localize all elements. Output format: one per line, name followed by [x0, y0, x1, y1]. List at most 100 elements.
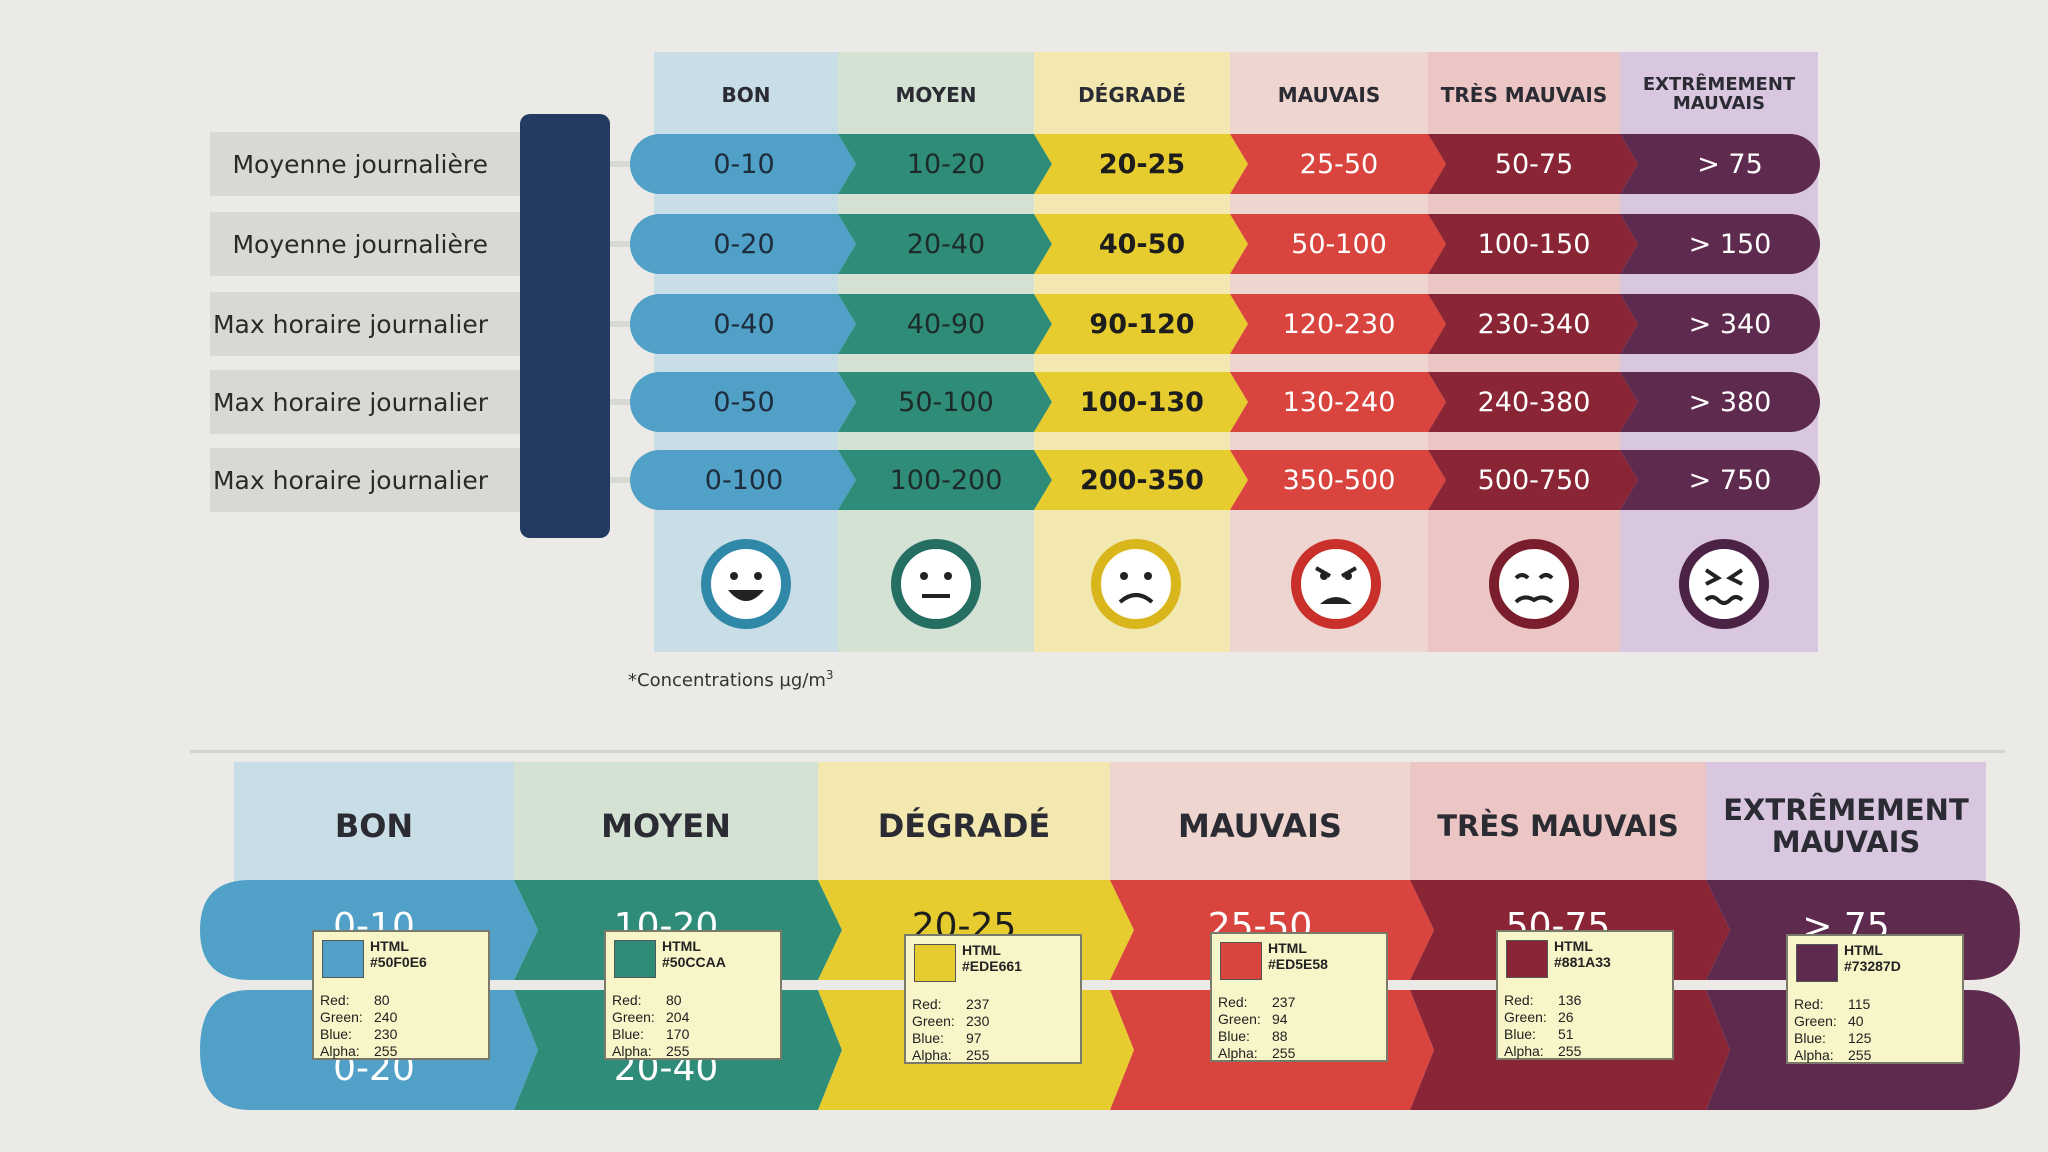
- band-segment-bon: [630, 372, 856, 432]
- band-segment-extremement-mauvais: [1620, 372, 1820, 432]
- range-value-mauvais: 25-50: [1299, 148, 1379, 180]
- band-segment-bon: [630, 450, 856, 510]
- tooltip-value-alpha: 255: [374, 1043, 398, 1059]
- header-bon: BON: [721, 82, 771, 107]
- range-value-moyen: 10-20: [906, 148, 986, 180]
- row-label: Max horaire journalier: [210, 370, 520, 434]
- units-caption: *Concentrations µg/m3: [628, 668, 834, 691]
- tooltip-title: HTML: [1554, 938, 1593, 954]
- tooltip-value-blue: 97: [966, 1030, 982, 1046]
- color-tooltip-extremement-mauvais: HTML #73287D Red: 115 Green: 40 Blue: 125 Alpha:…: [1786, 934, 1964, 1064]
- tooltip-value-red: 80: [374, 992, 390, 1008]
- tooltip-value-red: 136: [1558, 992, 1582, 1008]
- bottom-header-moyen: MOYEN: [601, 807, 731, 846]
- band-segment-mauvais: [1230, 294, 1446, 354]
- range-value-bon: 0-50: [713, 386, 775, 418]
- range-value-mauvais: 120-230: [1282, 308, 1396, 340]
- range-value-degrade: 90-120: [1089, 308, 1195, 340]
- range-value-mauvais: 350-500: [1282, 464, 1396, 496]
- tooltip-key-green: Green:: [1504, 1009, 1547, 1025]
- bottom-header-degrade: DÉGRADÉ: [877, 807, 1051, 846]
- range-value-tres-mauvais: 500-750: [1477, 464, 1591, 496]
- range-value-moyen: 50-100: [898, 386, 994, 418]
- bottom-header-bon: BON: [334, 807, 414, 846]
- tooltip-key-red: Red:: [1504, 992, 1534, 1008]
- range-value-extremement-mauvais: > 380: [1688, 386, 1772, 418]
- band-segment-extremement-mauvais: [1620, 450, 1820, 510]
- range-value-bon: 0-10: [713, 148, 775, 180]
- tooltip-key-blue: Blue:: [912, 1030, 944, 1046]
- divider: [190, 750, 2005, 753]
- band-segment-tres-mauvais: [1428, 134, 1638, 194]
- range-value-extremement-mauvais: > 75: [1697, 148, 1763, 180]
- tooltip-value-green: 204: [666, 1009, 690, 1025]
- band-segment-moyen: [838, 214, 1052, 274]
- units-caption-text: *Concentrations µg/m: [628, 670, 826, 691]
- color-tooltip-mauvais: HTML #ED5E58 Red: 237 Green: 94 Blue: 88 Alpha: 2…: [1210, 932, 1388, 1062]
- tooltip-value-blue: 51: [1558, 1026, 1574, 1042]
- range-value-tres-mauvais: 50-75: [1494, 148, 1574, 180]
- range-value-moyen: 100-200: [889, 464, 1003, 496]
- color-swatch: [614, 940, 656, 978]
- range-value-moyen: 20-40: [906, 228, 986, 260]
- row-band: [630, 294, 1820, 354]
- tooltip-value-alpha: 255: [1848, 1047, 1872, 1063]
- header-degrade: DÉGRADÉ: [1078, 82, 1186, 107]
- range-value-degrade: 20-25: [1098, 148, 1186, 180]
- band-segment-moyen: [838, 294, 1052, 354]
- color-tooltip-degrade: HTML #EDE661 Red: 237 Green: 230 Blue: 97 Alpha:…: [904, 934, 1082, 1064]
- pollutant-bar: [520, 114, 610, 538]
- tooltip-key-blue: Blue:: [1504, 1026, 1536, 1042]
- band-segment-moyen: [838, 450, 1052, 510]
- band-segment-mauvais: [1230, 134, 1446, 194]
- range-value-tres-mauvais: 100-150: [1477, 228, 1591, 260]
- range-value-bon: 0-40: [713, 308, 775, 340]
- crying-face-icon: [1489, 539, 1579, 629]
- tooltip-value-blue: 170: [666, 1026, 690, 1042]
- color-swatch: [1506, 940, 1548, 978]
- row-band: [630, 372, 1820, 432]
- tooltip-key-alpha: Alpha:: [912, 1047, 952, 1063]
- band-segment-degrade: [1034, 134, 1248, 194]
- tooltip-key-alpha: Alpha:: [1504, 1043, 1544, 1059]
- range-value-degrade: 200-350: [1080, 464, 1204, 496]
- header-mauvais: MAUVAIS: [1277, 82, 1381, 107]
- tooltip-value-green: 94: [1272, 1011, 1288, 1027]
- tooltip-key-green: Green:: [1794, 1013, 1837, 1029]
- band-segment-tres-mauvais: [1428, 214, 1638, 274]
- tooltip-value-blue: 230: [374, 1026, 398, 1042]
- tooltip-hex: #881A33: [1554, 954, 1611, 970]
- tooltip-value-alpha: 255: [966, 1047, 990, 1063]
- tooltip-key-alpha: Alpha:: [320, 1043, 360, 1059]
- range-value-moyen: 40-90: [906, 308, 986, 340]
- row-label: Max horaire journalier: [210, 448, 520, 512]
- band-segment-mauvais: [1230, 214, 1446, 274]
- units-caption-sup: 3: [825, 668, 834, 682]
- tooltip-key-red: Red:: [1218, 994, 1248, 1010]
- range-value-extremement-mauvais: > 340: [1688, 308, 1772, 340]
- band-segment-tres-mauvais: [1428, 294, 1638, 354]
- range-value-extremement-mauvais: > 150: [1688, 228, 1772, 260]
- tooltip-value-blue: 125: [1848, 1030, 1872, 1046]
- header-extremement-mauvais: EXTRÊMEMENT MAUVAIS: [1642, 74, 1796, 114]
- tooltip-title: HTML: [662, 938, 701, 954]
- tooltip-title: HTML: [370, 938, 409, 954]
- band-segment-mauvais: [1230, 372, 1446, 432]
- row-band: [630, 134, 1820, 194]
- color-swatch: [1220, 942, 1262, 980]
- row-band: [630, 450, 1820, 510]
- tooltip-key-red: Red:: [912, 996, 942, 1012]
- tooltip-value-red: 237: [1272, 994, 1296, 1010]
- tooltip-key-blue: Blue:: [1218, 1028, 1250, 1044]
- band-segment-extremement-mauvais: [1620, 134, 1820, 194]
- color-tooltip-moyen: HTML #50CCAA Red: 80 Green: 204 Blue: 170 Alpha:…: [604, 930, 782, 1060]
- tooltip-value-green: 26: [1558, 1009, 1574, 1025]
- tooltip-value-alpha: 255: [1272, 1045, 1296, 1061]
- band-segment-tres-mauvais: [1428, 450, 1638, 510]
- tooltip-value-red: 115: [1848, 996, 1871, 1012]
- tooltip-key-green: Green:: [320, 1009, 363, 1025]
- tooltip-key-alpha: Alpha:: [1794, 1047, 1834, 1063]
- tooltip-hex: #73287D: [1844, 958, 1901, 974]
- row-band: [630, 214, 1820, 274]
- tooltip-key-blue: Blue:: [320, 1026, 352, 1042]
